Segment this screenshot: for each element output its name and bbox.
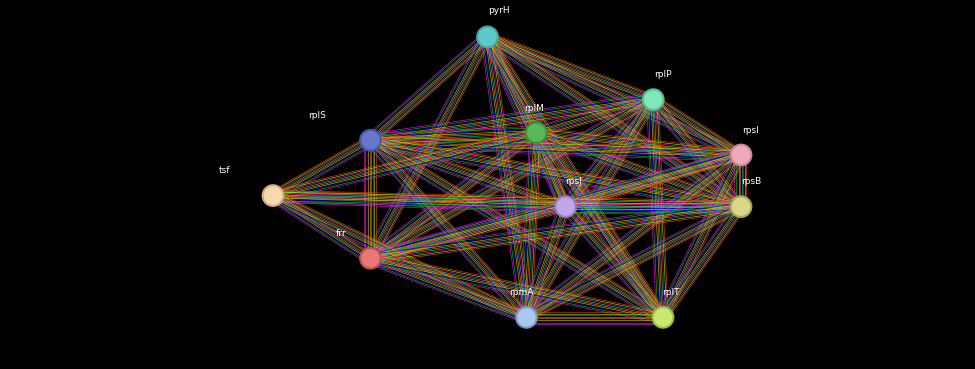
Text: rpsB: rpsB: [741, 177, 760, 186]
Text: tsf: tsf: [218, 166, 230, 175]
Ellipse shape: [477, 27, 498, 47]
Ellipse shape: [360, 248, 381, 269]
Ellipse shape: [516, 307, 537, 328]
Text: rplM: rplM: [525, 104, 544, 113]
Ellipse shape: [360, 130, 381, 151]
Text: rpsJ: rpsJ: [565, 177, 582, 186]
Text: pyrH: pyrH: [488, 7, 510, 15]
Text: rplP: rplP: [654, 70, 672, 79]
Text: rpsI: rpsI: [742, 126, 760, 135]
Text: rplS: rplS: [308, 111, 326, 120]
Ellipse shape: [643, 89, 664, 110]
Text: rplT: rplT: [662, 288, 680, 297]
Ellipse shape: [555, 196, 576, 217]
Ellipse shape: [652, 307, 674, 328]
Text: rpmA: rpmA: [509, 288, 534, 297]
Ellipse shape: [262, 185, 284, 206]
Ellipse shape: [730, 196, 752, 217]
Ellipse shape: [730, 145, 752, 165]
Text: frr: frr: [336, 229, 346, 238]
Ellipse shape: [526, 123, 547, 143]
